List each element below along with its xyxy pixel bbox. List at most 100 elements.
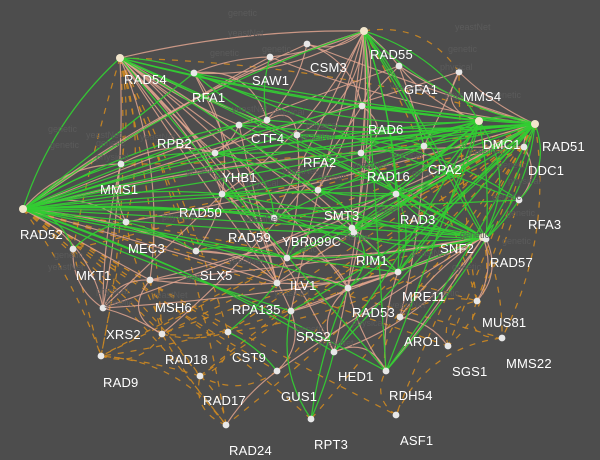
graph-node[interactable] [420, 142, 428, 150]
graph-node[interactable] [69, 245, 77, 253]
edge-physical [347, 271, 399, 289]
edge-yeastNet [351, 222, 371, 234]
edge-physical [119, 57, 349, 289]
graph-node[interactable] [455, 68, 463, 76]
edge-physical [22, 208, 278, 284]
edge-physical [306, 30, 365, 48]
edge-yeastNet [22, 57, 121, 210]
graph-node[interactable] [392, 190, 400, 198]
edge-genetic [445, 300, 478, 347]
edge-genetic [363, 30, 478, 302]
graph-node[interactable] [360, 27, 368, 35]
edge-genetic [501, 123, 541, 339]
graph-node[interactable] [19, 205, 27, 213]
graph-node[interactable] [158, 330, 166, 338]
graph-node[interactable] [235, 121, 243, 129]
graph-node[interactable] [394, 268, 402, 276]
edge-yeastNet [360, 152, 397, 195]
graph-node[interactable] [97, 352, 105, 360]
graph-node[interactable] [520, 143, 528, 151]
edge-physical [193, 30, 365, 75]
edge-yeastNet [310, 287, 349, 420]
edge-yeastNet [227, 282, 278, 333]
edge-yeastNet [22, 208, 399, 273]
graph-node[interactable] [273, 367, 281, 375]
graph-node[interactable] [116, 54, 124, 62]
graph-node[interactable] [498, 334, 506, 342]
edge-genetic [380, 370, 397, 416]
edge-genetic [310, 123, 536, 420]
edge-yeastNet [263, 56, 271, 121]
edge-yeastNet [22, 152, 362, 210]
edge-physical [195, 250, 278, 284]
graph-node[interactable] [473, 297, 481, 305]
edge-yeastNet [119, 57, 487, 240]
edge-physical [22, 208, 151, 281]
graph-node[interactable] [303, 40, 311, 48]
graph-node[interactable] [196, 372, 204, 380]
graph-node[interactable] [482, 235, 490, 243]
edge-yeastNet [482, 123, 536, 238]
edge-yeastNet [518, 123, 542, 201]
graph-node[interactable] [314, 186, 322, 194]
edge-yeastNet [363, 30, 400, 273]
graph-node[interactable] [475, 117, 483, 125]
edge-genetic [199, 375, 227, 426]
edge-physical [195, 193, 223, 252]
graph-node[interactable] [122, 218, 130, 226]
edge-genetic [476, 123, 536, 302]
graph-node[interactable] [307, 415, 315, 423]
edge-yeastNet [193, 72, 298, 136]
graph-node[interactable] [190, 69, 198, 77]
graph-node[interactable] [222, 421, 230, 429]
graph-node[interactable] [273, 279, 281, 287]
graph-node[interactable] [293, 131, 301, 139]
graph-node[interactable] [444, 342, 452, 350]
edge-physical [476, 238, 493, 302]
edge-yeastNet [22, 192, 397, 210]
graph-node[interactable] [287, 307, 295, 315]
graph-node[interactable] [146, 276, 154, 284]
graph-node[interactable] [344, 284, 352, 292]
graph-node[interactable] [396, 313, 404, 321]
graph-node[interactable] [515, 196, 523, 204]
edge-genetic [197, 375, 227, 426]
edge-physical [290, 287, 349, 312]
graph-node[interactable] [192, 247, 200, 255]
graph-node[interactable] [283, 254, 291, 262]
edge-layer [22, 28, 542, 426]
edge-yeastNet [478, 120, 501, 238]
graph-node[interactable] [224, 328, 232, 336]
graph-node[interactable] [382, 367, 390, 375]
edge-genetic [482, 236, 503, 339]
graph-node[interactable] [392, 411, 400, 419]
graph-node[interactable] [395, 62, 403, 70]
graph-node[interactable] [358, 102, 366, 110]
edge-genetic [476, 199, 520, 302]
graph-node[interactable] [99, 304, 107, 312]
graph-node[interactable] [211, 149, 219, 157]
graph-node[interactable] [117, 160, 125, 168]
edge-yeastNet [310, 351, 335, 420]
edge-yeastNet [286, 236, 484, 259]
graph-node[interactable] [357, 149, 365, 157]
graph-node[interactable] [531, 120, 539, 128]
edge-genetic [161, 236, 484, 335]
edge-yeastNet [22, 120, 480, 210]
graph-node[interactable] [350, 229, 358, 237]
edge-yeastNet [193, 72, 536, 125]
graph-node[interactable] [218, 190, 226, 198]
graph-node[interactable] [330, 348, 338, 356]
edge-yeastNet [22, 72, 195, 210]
edge-yeastNet [22, 124, 240, 210]
edge-physical [290, 30, 365, 312]
edge-genetic [119, 57, 197, 252]
graph-node[interactable] [263, 116, 271, 124]
graph-node[interactable] [270, 214, 278, 222]
edge-yeastNet [482, 223, 495, 240]
graph-node[interactable] [266, 53, 274, 61]
edge-yeastNet [385, 238, 487, 372]
edge-physical [119, 57, 292, 312]
